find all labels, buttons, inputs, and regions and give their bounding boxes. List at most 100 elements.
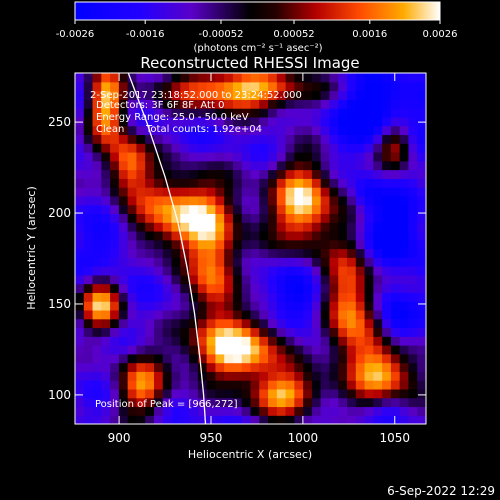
heatmap-cell xyxy=(276,283,287,293)
heatmap-cell xyxy=(390,397,401,408)
heatmap-cell xyxy=(180,388,190,399)
heatmap-cell xyxy=(92,406,102,416)
heatmap-cell xyxy=(180,108,190,118)
heatmap-cell xyxy=(127,318,138,329)
heatmap-cell xyxy=(364,257,374,267)
heatmap-cell xyxy=(189,204,199,215)
heatmap-cell xyxy=(347,309,357,320)
heatmap-cell xyxy=(101,239,111,250)
heatmap-cell xyxy=(276,327,287,337)
heatmap-cell xyxy=(329,248,339,258)
heatmap-cell xyxy=(285,283,295,293)
heatmap-cell xyxy=(329,362,339,372)
heatmap-cell xyxy=(417,187,426,197)
heatmap-cell xyxy=(408,292,418,302)
heatmap-cell xyxy=(276,160,287,171)
heatmap-cell xyxy=(311,283,322,293)
heatmap-cell xyxy=(162,213,173,223)
heatmap-cell xyxy=(189,257,199,267)
heatmap-cell xyxy=(110,345,120,355)
heatmap-cell xyxy=(232,108,243,118)
heatmap-cell xyxy=(197,90,208,100)
heatmap-cell xyxy=(268,353,278,364)
heatmap-cell xyxy=(75,143,85,153)
heatmap-cell xyxy=(110,388,120,399)
heatmap-cell xyxy=(101,301,111,311)
heatmap-cell xyxy=(355,248,366,258)
heatmap-cell xyxy=(118,292,129,302)
heatmap-cell xyxy=(373,99,383,109)
heatmap-cell xyxy=(145,116,155,127)
heatmap-cell xyxy=(338,301,348,311)
heatmap-cell xyxy=(136,397,146,408)
heatmap-cell xyxy=(399,134,410,144)
heatmap-cell xyxy=(320,204,331,215)
heatmap-cell xyxy=(347,353,357,364)
heatmap-cell xyxy=(417,345,426,355)
heatmap-cell xyxy=(347,160,357,171)
heatmap-cell xyxy=(189,169,199,179)
heatmap-cell xyxy=(180,415,190,424)
heatmap-cell xyxy=(399,81,410,92)
heatmap-cell xyxy=(101,134,111,144)
heatmap-cell xyxy=(83,371,94,381)
heatmap-cell xyxy=(197,195,208,206)
colorbar: -0.0026 -0.0016 -0.00052 0.00052 0.0016 0.002… xyxy=(56,1,458,54)
heatmap-cell xyxy=(197,108,208,118)
heatmap-cell xyxy=(232,90,243,100)
heatmap-cell xyxy=(250,292,260,302)
heatmap-cell xyxy=(320,230,331,241)
heatmap-cell xyxy=(338,195,348,206)
heatmap-cell xyxy=(311,81,322,92)
heatmap-cell xyxy=(101,160,111,171)
heatmap-cell xyxy=(338,248,348,258)
heatmap-cell xyxy=(399,406,410,416)
heatmap-cell xyxy=(206,169,217,179)
heatmap-cell xyxy=(101,222,111,232)
heatmap-cell xyxy=(127,213,138,223)
heatmap-cell xyxy=(417,406,426,416)
heatmap-cell xyxy=(145,353,155,364)
heatmap-cell xyxy=(162,187,173,197)
heatmap-cell xyxy=(417,415,426,424)
heatmap-cell xyxy=(373,415,383,424)
heatmap-cell xyxy=(162,99,173,109)
heatmap-cell xyxy=(232,178,243,188)
heatmap-cell xyxy=(364,204,374,215)
heatmap-cell xyxy=(75,230,85,241)
heatmap-cell xyxy=(250,187,260,197)
heatmap-cell xyxy=(294,99,304,109)
heatmap-cell xyxy=(118,380,129,390)
heatmap-cell xyxy=(355,230,366,241)
heatmap-cell xyxy=(250,213,260,223)
heatmap-cell xyxy=(399,178,410,188)
heatmap-cell xyxy=(92,160,102,171)
heatmap-cell xyxy=(145,406,155,416)
heatmap-cell xyxy=(92,81,102,92)
heatmap-cell xyxy=(373,301,383,311)
heatmap-cell xyxy=(303,301,313,311)
heatmap-cell xyxy=(171,125,181,136)
heatmap-cell xyxy=(347,116,357,127)
heatmap-cell xyxy=(162,415,173,424)
heatmap-cell xyxy=(206,195,217,206)
heatmap-cell xyxy=(329,415,339,424)
heatmap-cell xyxy=(197,336,208,346)
heatmap-cell xyxy=(303,169,313,179)
heatmap-cell xyxy=(364,143,374,153)
heatmap-cell xyxy=(399,327,410,337)
heatmap-cell xyxy=(75,292,85,302)
heatmap-cell xyxy=(311,327,322,337)
heatmap-cell xyxy=(224,116,234,127)
heatmap-cell xyxy=(276,309,287,320)
heatmap-cell xyxy=(417,178,426,188)
heatmap-cell xyxy=(224,327,234,337)
heatmap-cell xyxy=(373,204,383,215)
heatmap-cell xyxy=(162,239,173,250)
heatmap-cell xyxy=(145,90,155,100)
heatmap-cell xyxy=(303,125,313,136)
heatmap-cell xyxy=(215,283,225,293)
heatmap-cell xyxy=(92,108,102,118)
heatmap-cell xyxy=(390,301,401,311)
heatmap-cell xyxy=(241,397,252,408)
